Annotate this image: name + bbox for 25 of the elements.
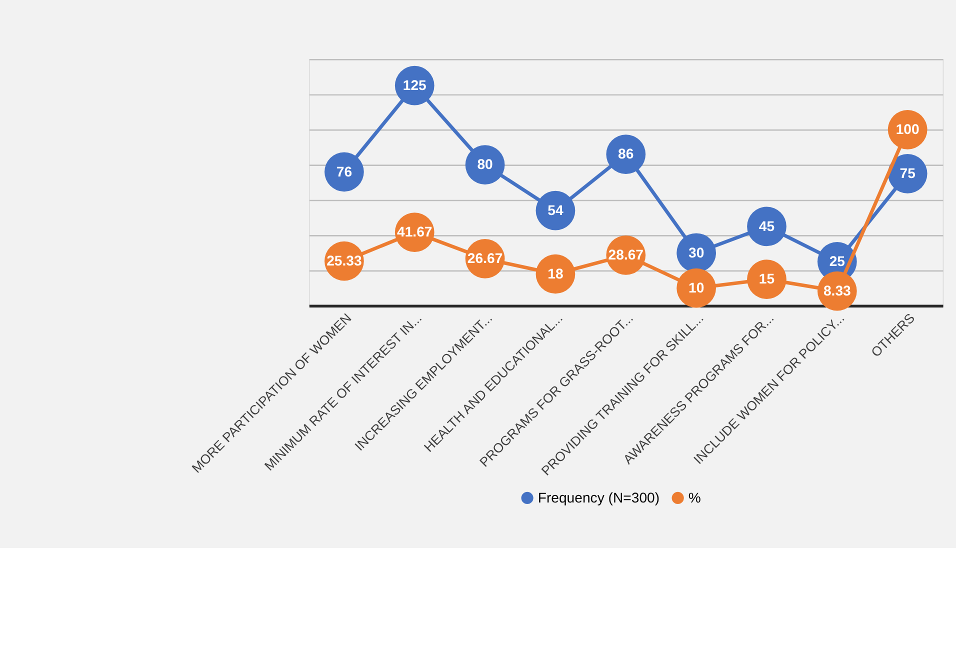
data-label: 10 [688, 279, 704, 296]
data-label: 26.67 [467, 250, 503, 266]
point [324, 152, 364, 192]
data-label: 76 [336, 163, 352, 180]
data-label: 8.33 [823, 282, 852, 298]
data-label: 30 [688, 244, 704, 260]
data-label: 86 [618, 146, 634, 162]
point [465, 145, 505, 184]
data-label: 15 [758, 270, 775, 287]
data-label: 28.67 [608, 246, 644, 263]
data-label: 125 [402, 77, 427, 94]
data-label: 18 [548, 265, 564, 282]
point [536, 254, 576, 294]
point [606, 134, 646, 174]
data-label: 75 [900, 165, 916, 182]
legend-label: Frequency (N=300) [538, 489, 660, 506]
data-label: 25 [829, 253, 846, 270]
data-label: 41.67 [397, 224, 432, 240]
data-label: 80 [477, 156, 494, 172]
data-label: 25.33 [326, 252, 362, 268]
data-label: 100 [896, 121, 920, 138]
data-label: 45 [758, 218, 775, 234]
point [676, 268, 716, 308]
data-label: 54 [548, 202, 564, 218]
legend-label: % [688, 489, 702, 506]
